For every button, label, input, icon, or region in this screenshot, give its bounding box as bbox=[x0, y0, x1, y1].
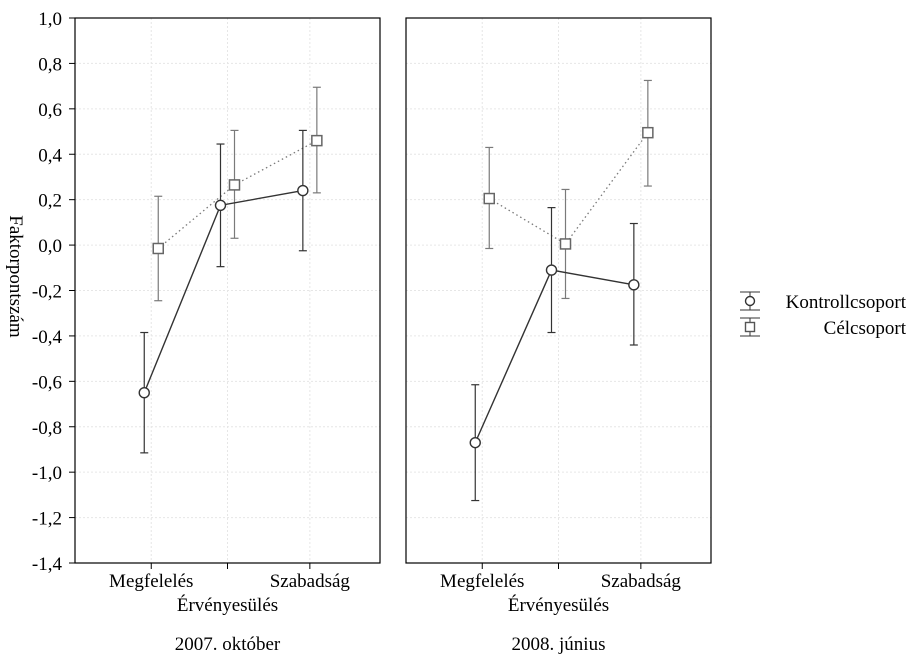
panel-title: 2008. június bbox=[512, 634, 606, 655]
data-point bbox=[297, 184, 309, 197]
legend-item: Kontrollcsoport bbox=[740, 291, 907, 313]
series-line bbox=[143, 189, 303, 393]
y-tick-label: 1,0 bbox=[38, 9, 62, 30]
panel-title: 2007. október bbox=[175, 634, 281, 655]
data-point bbox=[469, 436, 481, 449]
x-tick-label: Érvényesülés bbox=[508, 594, 609, 616]
y-tick-label: -1,4 bbox=[32, 554, 63, 575]
legend-label: Kontrollcsoport bbox=[786, 292, 907, 313]
series-line bbox=[157, 140, 318, 249]
y-tick-label: -0,4 bbox=[32, 327, 63, 348]
legend: Kontrollcsoport Célcsoport bbox=[740, 291, 907, 339]
x-tick-label: Érvényesülés bbox=[177, 594, 278, 616]
data-point bbox=[483, 192, 495, 205]
y-tick-label: -0,2 bbox=[32, 282, 62, 303]
x-tick-label: Megfelelés bbox=[440, 571, 524, 592]
series-kontrollcsoport bbox=[138, 129, 309, 454]
y-tick-label: -0,6 bbox=[32, 372, 62, 393]
data-point bbox=[311, 134, 323, 147]
y-axis-title: Faktorpontszám bbox=[5, 215, 26, 338]
y-tick-label: 0,0 bbox=[38, 236, 62, 257]
data-point bbox=[628, 279, 640, 291]
y-axis: 1,0 0,8 0,6 0,4 0,2 0,0 -0,2 -0,4 -0,6 -0,8 -1,0 -1… bbox=[32, 9, 75, 575]
x-tick-label: Szabadság bbox=[601, 571, 682, 592]
data-point bbox=[214, 199, 227, 212]
data-point bbox=[559, 238, 572, 250]
y-tick-label: 0,4 bbox=[38, 145, 62, 166]
data-point bbox=[545, 264, 558, 276]
x-tick-label: Megfelelés bbox=[109, 571, 193, 592]
series-line bbox=[488, 132, 649, 245]
data-point bbox=[138, 386, 150, 399]
legend-marker-square bbox=[744, 321, 756, 333]
data-point bbox=[152, 242, 164, 255]
legend-label: Célcsoport bbox=[824, 318, 907, 339]
series-celcsoport bbox=[483, 79, 654, 300]
data-point bbox=[642, 126, 654, 139]
series-kontrollcsoport bbox=[469, 207, 640, 502]
legend-marker-circle bbox=[744, 295, 756, 307]
y-tick-label: -1,0 bbox=[32, 463, 62, 484]
data-point bbox=[228, 179, 241, 191]
legend-item: Célcsoport bbox=[740, 317, 907, 339]
y-tick-label: 0,2 bbox=[38, 191, 62, 212]
y-tick-label: 0,6 bbox=[38, 100, 62, 121]
y-tick-label: -1,2 bbox=[32, 509, 62, 530]
y-tick-label: 0,8 bbox=[38, 54, 62, 75]
series-line bbox=[474, 269, 634, 443]
y-tick-label: -0,8 bbox=[32, 418, 62, 439]
series-celcsoport bbox=[152, 86, 323, 302]
x-tick-label: Szabadság bbox=[270, 571, 351, 592]
